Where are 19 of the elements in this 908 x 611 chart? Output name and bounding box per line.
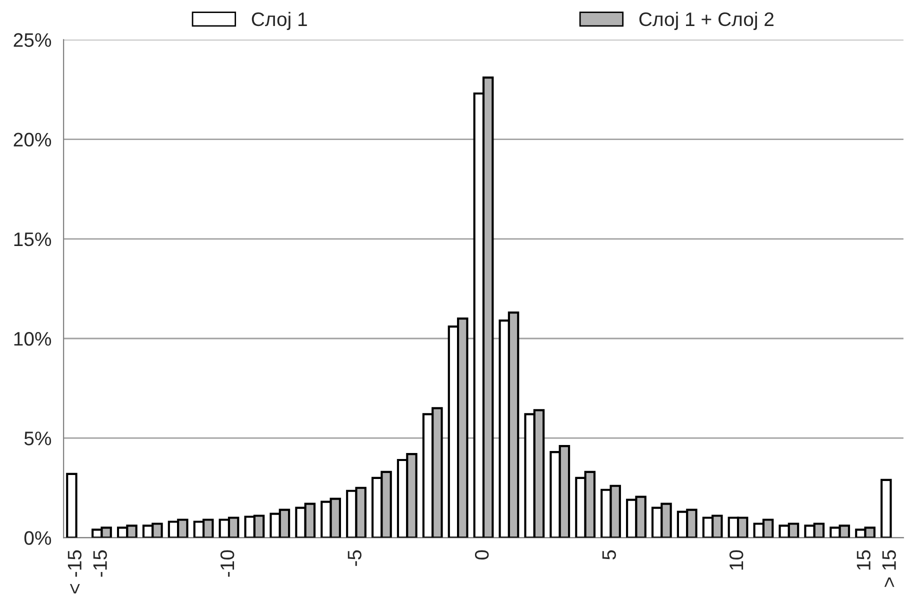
legend-label: Слој 1 — [252, 12, 307, 30]
bar — [880, 478, 892, 538]
y-tick-label: 5% — [24, 432, 52, 446]
x-tick-label: > 15 — [882, 550, 896, 587]
y-tick-label: 20% — [14, 132, 52, 147]
x-tick-label: < -15 — [68, 550, 82, 594]
y-tick-label: 10% — [14, 332, 52, 346]
y-tick-label: 25% — [14, 33, 52, 47]
y-tick-label: 0% — [24, 531, 52, 545]
x-tick-label: 5 — [602, 550, 616, 560]
x-tick-label: -5 — [348, 550, 362, 566]
x-tick-label: 10 — [729, 550, 744, 570]
x-tick-label: 0 — [474, 550, 489, 560]
y-tick-label: 15% — [14, 232, 52, 246]
x-tick-label: 15 — [856, 550, 870, 570]
bar — [66, 472, 78, 538]
legend-label: Слој 1 + Слој 2 — [639, 12, 774, 30]
x-tick-label: -10 — [220, 550, 234, 577]
x-tick-label: -15 — [93, 550, 107, 577]
